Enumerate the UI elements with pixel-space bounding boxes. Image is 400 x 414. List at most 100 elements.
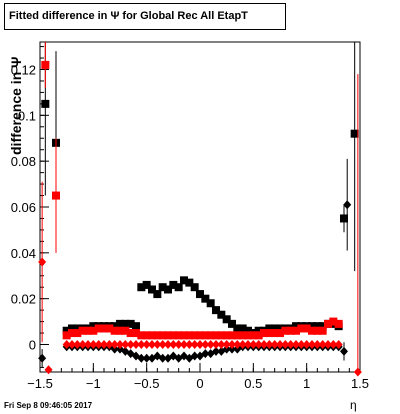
data-point-diamond xyxy=(137,353,146,363)
data-point-square xyxy=(222,315,231,324)
data-point-square xyxy=(73,324,82,333)
data-point-square xyxy=(270,324,279,333)
data-point-square xyxy=(132,322,140,331)
data-point-square xyxy=(249,331,258,340)
data-point-diamond xyxy=(180,340,188,349)
x-tick-label: 1 xyxy=(303,376,310,391)
data-point-square xyxy=(212,306,220,315)
chart-title: Fitted difference in Ψ for Global Rec Al… xyxy=(4,3,286,30)
data-point-diamond xyxy=(222,340,231,349)
y-tick-label: 0.04 xyxy=(11,246,36,261)
data-point-diamond xyxy=(206,340,215,349)
data-point-square xyxy=(169,331,178,340)
data-point-diamond xyxy=(121,340,130,349)
x-tick-label: −1.5 xyxy=(27,376,53,391)
data-point-diamond xyxy=(292,340,300,349)
data-point-diamond xyxy=(100,340,108,349)
data-point-diamond xyxy=(353,367,362,377)
data-point-diamond xyxy=(308,340,316,349)
data-point-square xyxy=(126,319,135,328)
axis-ticks: −1.5 −1 −0.5 0 0.5 1 1.5 0 0.02 0.04 0.06 0.08 0.1 0.… xyxy=(11,46,369,391)
data-point-square xyxy=(201,294,210,303)
data-point-diamond xyxy=(201,349,210,359)
y-tick-label: 0.02 xyxy=(11,292,36,307)
data-point-square xyxy=(286,326,295,335)
data-point-square xyxy=(180,276,188,285)
data-point-diamond xyxy=(233,340,242,349)
data-point-diamond xyxy=(105,340,114,349)
data-point-diamond xyxy=(217,340,226,349)
data-point-square xyxy=(196,331,204,340)
data-point-square xyxy=(142,280,151,289)
y-tick-label: 0.1 xyxy=(18,108,36,123)
data-point-diamond xyxy=(302,340,311,349)
data-point-diamond xyxy=(148,340,156,349)
data-point-square xyxy=(217,310,226,319)
y-tick-label: 0 xyxy=(29,338,36,353)
data-point-diamond xyxy=(343,200,352,210)
data-point-square xyxy=(89,326,98,335)
data-point-square xyxy=(196,290,204,299)
data-point-square xyxy=(228,319,236,328)
data-point-square xyxy=(281,326,290,335)
data-point-diamond xyxy=(153,340,162,349)
data-point-diamond xyxy=(132,340,140,349)
data-point-diamond xyxy=(78,340,87,349)
data-point-square xyxy=(238,324,247,333)
data-point-diamond xyxy=(62,340,71,349)
data-point-square xyxy=(94,324,103,333)
data-point-square xyxy=(116,326,124,335)
data-point-diamond xyxy=(265,340,274,349)
data-point-square xyxy=(78,326,87,335)
data-point-diamond xyxy=(329,340,338,349)
data-point-square xyxy=(110,326,119,335)
data-point-square xyxy=(190,283,199,292)
data-point-square xyxy=(62,326,71,335)
data-point-square xyxy=(313,322,322,331)
data-point-square xyxy=(233,324,242,333)
data-point-diamond xyxy=(185,340,194,349)
footer-timestamp: Fri Sep 8 09:46:05 2017 xyxy=(4,401,93,410)
data-point-square xyxy=(334,319,343,328)
data-point-square xyxy=(137,331,146,340)
data-point-square xyxy=(73,329,82,338)
data-point-square xyxy=(169,280,178,289)
x-tick-label: −0.5 xyxy=(134,376,160,391)
data-point-diamond xyxy=(38,353,47,363)
data-point-square xyxy=(110,322,119,331)
data-point-diamond xyxy=(110,340,119,349)
data-point-square xyxy=(318,326,327,335)
data-point-square xyxy=(276,329,284,338)
data-point-square xyxy=(340,214,348,223)
data-point-diamond xyxy=(318,340,327,349)
data-point-square xyxy=(105,324,114,333)
y-tick-label: 0.08 xyxy=(11,154,36,169)
data-point-square xyxy=(89,322,98,331)
x-tick-label: 1.5 xyxy=(351,376,369,391)
data-point-square xyxy=(302,324,311,333)
data-point-diamond xyxy=(222,344,231,354)
data-point-diamond xyxy=(254,340,263,349)
data-point-diamond xyxy=(174,340,183,349)
data-point-square xyxy=(68,329,76,338)
data-point-diamond xyxy=(201,340,210,349)
data-point-diamond xyxy=(212,340,220,349)
data-point-diamond xyxy=(244,340,252,349)
data-point-diamond xyxy=(196,340,204,349)
data-point-diamond xyxy=(228,344,236,354)
x-axis-label: η xyxy=(350,398,357,412)
data-point-square xyxy=(68,324,76,333)
data-point-square xyxy=(180,331,188,340)
data-point-square xyxy=(238,331,247,340)
data-point-square xyxy=(41,60,50,69)
data-point-square xyxy=(52,191,60,200)
data-point-square xyxy=(121,326,130,335)
data-point-diamond xyxy=(270,340,279,349)
data-point-square xyxy=(126,329,135,338)
data-point-square xyxy=(100,324,108,333)
data-point-diamond xyxy=(276,340,284,349)
data-point-square xyxy=(265,329,274,338)
data-point-diamond xyxy=(286,340,295,349)
data-point-diamond xyxy=(142,340,151,349)
